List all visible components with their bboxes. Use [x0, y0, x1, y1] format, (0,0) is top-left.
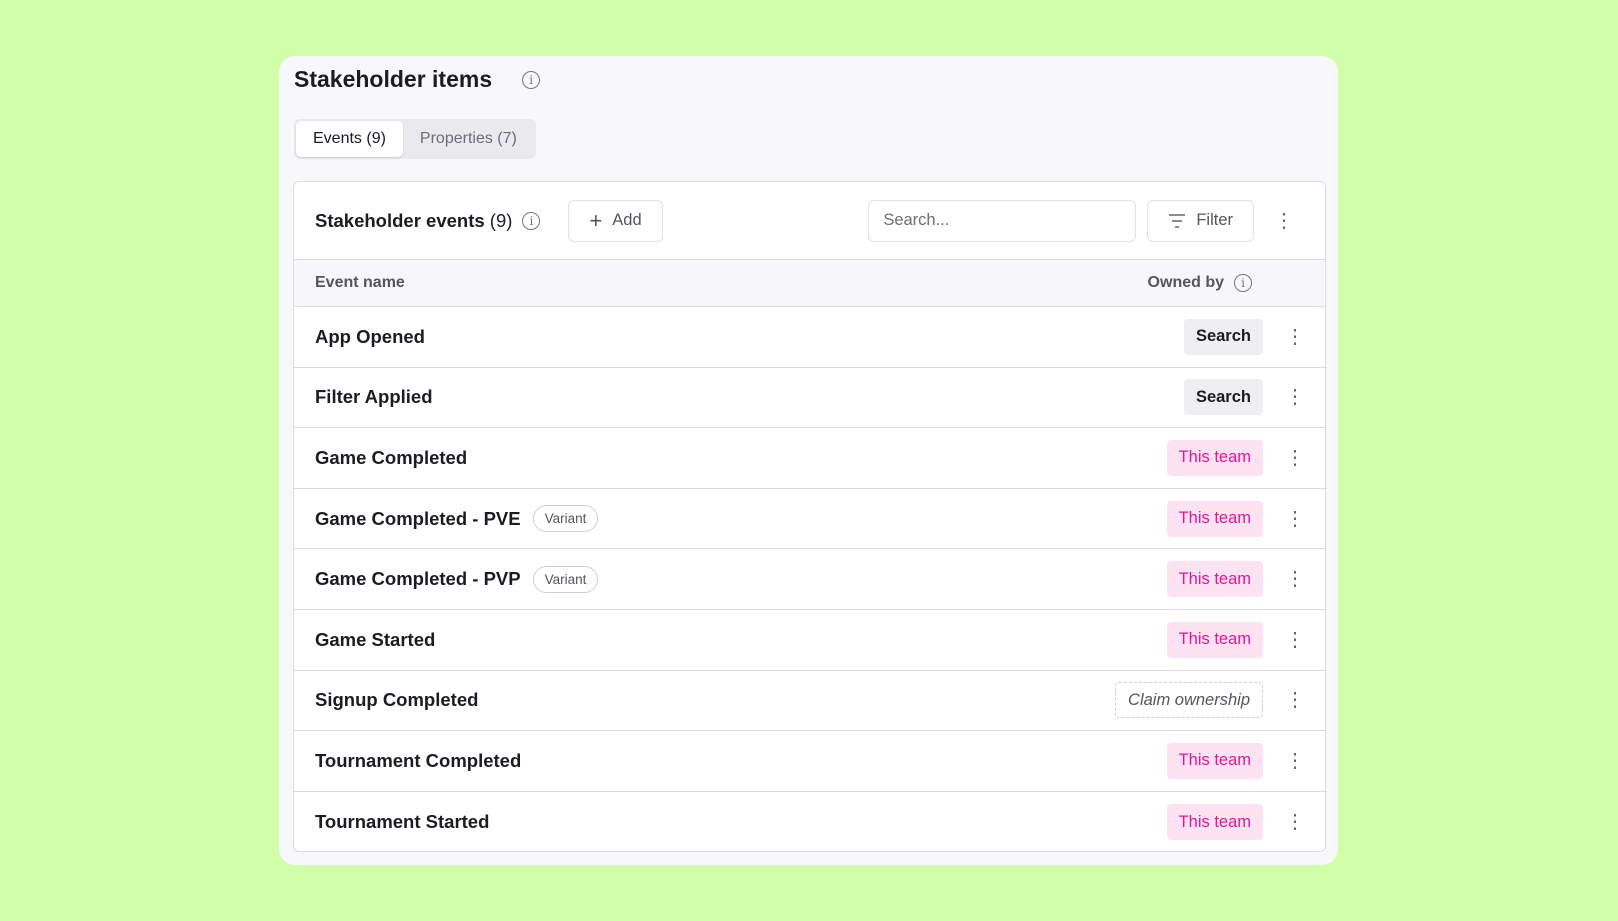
- table-row[interactable]: Game Completed - PVE Variant This team ⋮: [294, 489, 1325, 550]
- column-owned-by-label: Owned by: [1147, 274, 1224, 291]
- more-options-icon[interactable]: ⋮: [1274, 209, 1294, 232]
- table-row[interactable]: Game Completed - PVP Variant This team ⋮: [294, 549, 1325, 610]
- filter-button[interactable]: Filter: [1147, 199, 1254, 242]
- row-more-icon[interactable]: ⋮: [1285, 749, 1305, 772]
- event-name[interactable]: Signup Completed: [315, 689, 479, 711]
- toolbar: Stakeholder events (9) i + Add Filter ⋮: [294, 182, 1325, 260]
- plus-icon: +: [589, 207, 603, 233]
- owner-badge: This team: [1166, 742, 1263, 779]
- tab-events[interactable]: Events (9): [296, 121, 403, 157]
- event-name[interactable]: Game Completed - PVE: [315, 507, 521, 529]
- event-name[interactable]: Tournament Completed: [315, 749, 522, 771]
- event-name[interactable]: Game Completed - PVP: [315, 568, 521, 590]
- table-row[interactable]: Signup Completed Claim ownership ⋮: [294, 671, 1325, 732]
- table-body: App Opened Search ⋮ Filter Applied Search ⋮ Ga…: [294, 307, 1325, 851]
- row-more-icon[interactable]: ⋮: [1285, 689, 1305, 712]
- table-row[interactable]: Game Started This team ⋮: [294, 610, 1325, 671]
- info-icon[interactable]: i: [522, 70, 541, 89]
- variant-badge: Variant: [532, 565, 599, 593]
- panel-title: Stakeholder events (9) i: [315, 209, 541, 232]
- event-name[interactable]: Tournament Started: [315, 811, 490, 833]
- table-header: Event name Owned by i: [294, 260, 1325, 307]
- events-panel: Stakeholder events (9) i + Add Filter ⋮ …: [293, 181, 1326, 852]
- table-row[interactable]: App Opened Search ⋮: [294, 307, 1325, 368]
- row-more-icon[interactable]: ⋮: [1285, 446, 1305, 469]
- page-title: Stakeholder items i: [294, 66, 541, 93]
- column-owned-by[interactable]: Owned by i: [1148, 274, 1252, 292]
- panel-title-text: Stakeholder events: [315, 209, 485, 231]
- info-icon[interactable]: i: [522, 211, 541, 230]
- row-more-icon[interactable]: ⋮: [1285, 811, 1305, 834]
- event-name[interactable]: App Opened: [315, 325, 425, 347]
- owner-badge: This team: [1166, 621, 1263, 658]
- event-name[interactable]: Filter Applied: [315, 386, 433, 408]
- row-more-icon[interactable]: ⋮: [1285, 386, 1305, 409]
- owner-badge: This team: [1166, 500, 1263, 537]
- owner-badge: This team: [1166, 439, 1263, 476]
- table-row[interactable]: Game Completed This team ⋮: [294, 428, 1325, 489]
- row-more-icon[interactable]: ⋮: [1285, 628, 1305, 651]
- table-row[interactable]: Tournament Started This team ⋮: [294, 792, 1325, 851]
- tabs: Events (9) Properties (7): [294, 119, 536, 159]
- add-label: Add: [612, 211, 642, 229]
- owner-badge: Search: [1183, 379, 1263, 416]
- owner-badge: Search: [1183, 318, 1263, 355]
- panel-count: (9): [489, 209, 513, 231]
- column-event-name[interactable]: Event name: [315, 274, 405, 291]
- table-row[interactable]: Filter Applied Search ⋮: [294, 368, 1325, 429]
- row-more-icon[interactable]: ⋮: [1285, 325, 1305, 348]
- owner-badge[interactable]: Claim ownership: [1115, 682, 1263, 719]
- row-more-icon[interactable]: ⋮: [1285, 507, 1305, 530]
- table-row[interactable]: Tournament Completed This team ⋮: [294, 731, 1325, 792]
- stakeholder-items-card: Stakeholder items i Events (9) Propertie…: [279, 56, 1338, 865]
- owner-badge: This team: [1166, 561, 1263, 598]
- page-title-text: Stakeholder items: [294, 66, 493, 92]
- tab-properties[interactable]: Properties (7): [419, 130, 517, 147]
- add-button[interactable]: + Add: [568, 199, 663, 242]
- owner-badge: This team: [1166, 804, 1263, 841]
- filter-label: Filter: [1196, 211, 1233, 229]
- search-input[interactable]: [868, 199, 1137, 242]
- info-icon[interactable]: i: [1234, 274, 1252, 292]
- filter-icon: [1169, 213, 1186, 228]
- event-name[interactable]: Game Completed: [315, 446, 468, 468]
- variant-badge: Variant: [532, 505, 599, 533]
- event-name[interactable]: Game Started: [315, 628, 436, 650]
- row-more-icon[interactable]: ⋮: [1285, 568, 1305, 591]
